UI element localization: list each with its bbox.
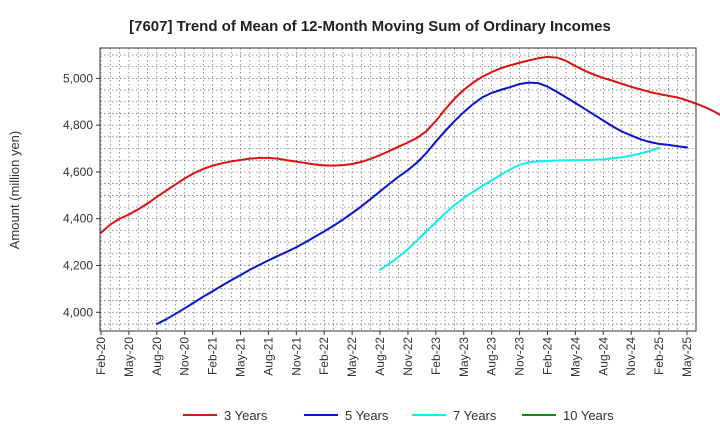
y-tick-label: 4,800 <box>63 118 93 132</box>
y-tick-label: 4,000 <box>63 305 93 319</box>
x-tick-label: May-23 <box>457 337 471 377</box>
x-tick-label: May-24 <box>568 337 582 377</box>
legend: 3 Years 5 Years 7 Years 10 Years <box>183 408 614 423</box>
y-tick-label: 4,400 <box>63 212 93 226</box>
x-tick-label: Aug-24 <box>596 337 610 376</box>
legend-label-5-years: 5 Years <box>345 408 389 423</box>
x-tick-label: Aug-21 <box>261 337 275 376</box>
chart-title: [7607] Trend of Mean of 12-Month Moving … <box>129 18 611 35</box>
series-line-7-years <box>379 146 661 271</box>
x-tick-labels: Feb-20 May-20 Aug-20 Nov-20 Feb-21 May-21 Aug-… <box>94 331 694 377</box>
x-tick-label: Aug-22 <box>373 337 387 376</box>
series-line-3-years <box>100 55 720 234</box>
x-tick-label: Feb-22 <box>317 337 331 375</box>
x-tick-label: Feb-20 <box>94 337 108 375</box>
x-tick-label: Feb-23 <box>429 337 443 375</box>
y-tick-label: 5,000 <box>63 71 93 85</box>
x-tick-label: May-21 <box>234 337 248 377</box>
y-tick-label: 4,600 <box>63 165 93 179</box>
x-tick-label: Nov-23 <box>513 337 527 376</box>
x-tick-label: Aug-20 <box>150 337 164 376</box>
plot-frame <box>99 47 697 332</box>
x-tick-label: Nov-24 <box>624 337 638 376</box>
x-tick-label: Nov-21 <box>289 337 303 376</box>
legend-label-10-years: 10 Years <box>563 408 614 423</box>
x-tick-label: Feb-21 <box>206 337 220 375</box>
x-tick-label: May-25 <box>680 337 694 377</box>
y-tick-label: 4,200 <box>63 259 93 273</box>
plot-area <box>100 48 696 331</box>
x-tick-label: Nov-20 <box>178 337 192 376</box>
legend-label-3-years: 3 Years <box>224 408 268 423</box>
x-tick-label: Nov-22 <box>401 337 415 376</box>
series-line-5-years <box>155 81 688 325</box>
legend-label-7-years: 7 Years <box>453 408 497 423</box>
series-lines <box>100 55 720 325</box>
x-tick-label: Aug-23 <box>485 337 499 376</box>
x-tick-label: May-20 <box>122 337 136 377</box>
y-axis-label: Amount (million yen) <box>7 131 22 250</box>
x-tick-label: Feb-24 <box>540 337 554 375</box>
y-tick-labels: 4,000 4,200 4,400 4,600 4,800 5,000 <box>63 71 100 319</box>
grid-lines <box>100 48 696 331</box>
x-tick-label: May-22 <box>345 337 359 377</box>
x-tick-label: Feb-25 <box>652 337 666 375</box>
